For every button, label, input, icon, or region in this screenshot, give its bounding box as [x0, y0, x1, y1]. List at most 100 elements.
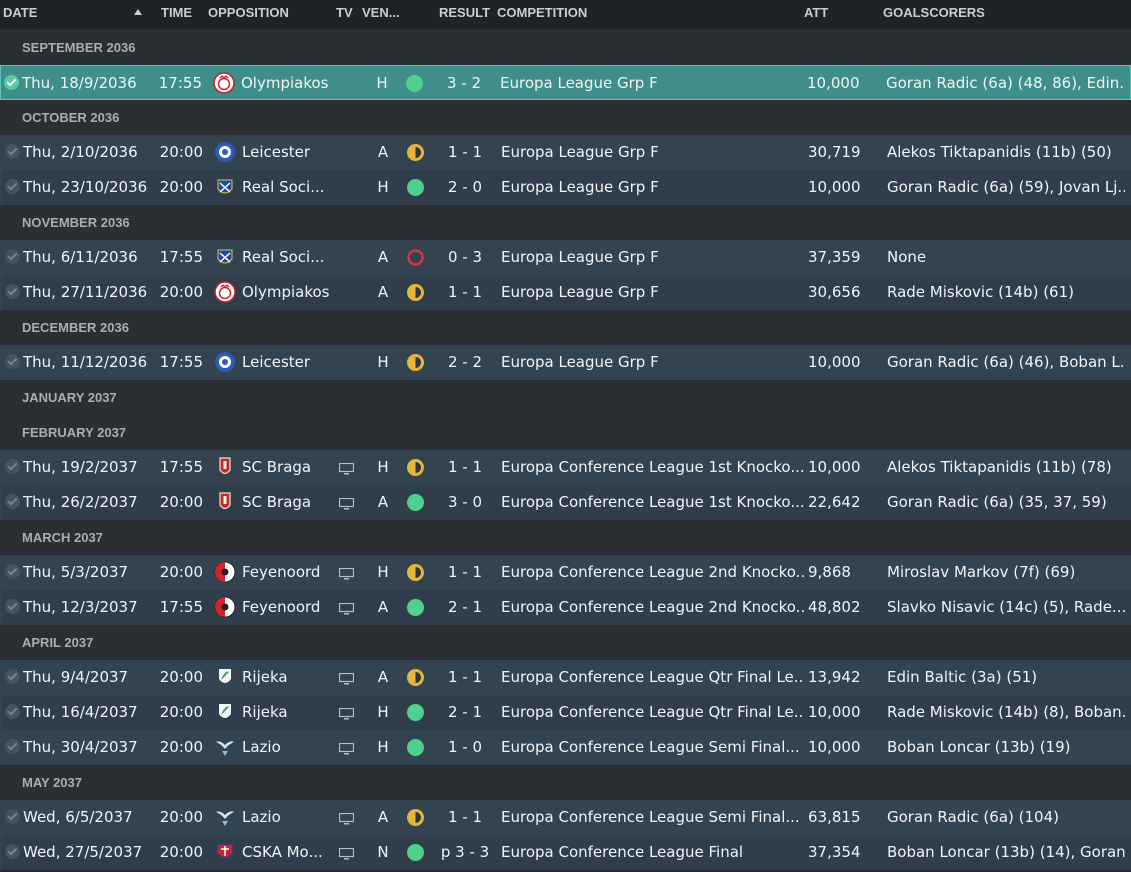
- sort-ascending-icon[interactable]: [134, 9, 142, 15]
- leicester-crest-icon: [215, 142, 235, 162]
- column-header-competition[interactable]: COMPETITION: [497, 5, 588, 20]
- goalscorers: Slavko Nisavic (14c) (5), Rade...: [887, 598, 1125, 616]
- check-icon[interactable]: [5, 739, 20, 754]
- competition-link[interactable]: Europa League Grp F: [501, 248, 659, 266]
- check-icon[interactable]: [5, 599, 20, 614]
- match-result: 0 - 3: [447, 248, 483, 266]
- match-date: Thu, 11/12/2036: [23, 353, 148, 371]
- check-icon[interactable]: [4, 75, 19, 90]
- match-row[interactable]: Thu, 23/10/2036 20:00 Real Soci... H 2 - 0 Eu…: [0, 170, 1131, 205]
- goalscorers: None: [887, 248, 927, 266]
- tv-icon: [338, 461, 355, 475]
- check-icon[interactable]: [5, 144, 20, 159]
- attendance: 10,000: [808, 738, 861, 756]
- draw-result-icon: [406, 283, 425, 302]
- opposition-link[interactable]: SC Braga: [242, 493, 312, 511]
- venue: N: [377, 843, 389, 861]
- match-row[interactable]: Wed, 6/5/2037 20:00 Lazio A 1 - 1 Europa Conf…: [0, 800, 1131, 835]
- attendance: 22,642: [808, 493, 861, 511]
- column-header-result[interactable]: RESULT: [439, 5, 491, 20]
- opposition-link[interactable]: Olympiakos: [242, 283, 330, 301]
- month-label: MARCH 2037: [22, 530, 103, 545]
- opposition-link[interactable]: Olympiakos: [241, 74, 329, 92]
- competition-link[interactable]: Europa League Grp F: [501, 178, 659, 196]
- goalscorers: Rade Miskovic (14b) (8), Boban...: [887, 703, 1125, 721]
- opposition-link[interactable]: Feyenoord: [242, 563, 321, 581]
- match-row[interactable]: Thu, 27/11/2036 20:00 Olympiakos A 1 - 1 Euro…: [0, 275, 1131, 310]
- column-header-time[interactable]: TIME: [161, 5, 193, 20]
- match-time: 20:00: [159, 283, 203, 301]
- match-time: 20:00: [159, 843, 203, 861]
- competition-link[interactable]: Europa League Grp F: [501, 353, 659, 371]
- cska-moscow-crest-icon: [216, 843, 234, 859]
- competition-link[interactable]: Europa Conference League Semi Final...: [501, 738, 800, 756]
- venue: A: [377, 668, 389, 686]
- competition-link[interactable]: Europa Conference League Semi Final...: [501, 808, 800, 826]
- check-icon[interactable]: [5, 249, 20, 264]
- goalscorers: Rade Miskovic (14b) (61): [887, 283, 1074, 301]
- competition-link[interactable]: Europa League Grp F: [501, 283, 659, 301]
- venue: A: [377, 493, 389, 511]
- match-row[interactable]: Thu, 16/4/2037 20:00 Rijeka H 2 - 1 Europa Co…: [0, 695, 1131, 730]
- opposition-link[interactable]: Leicester: [242, 143, 311, 161]
- column-header-date[interactable]: DATE: [3, 5, 38, 20]
- match-time: 17:55: [159, 598, 203, 616]
- check-icon[interactable]: [5, 809, 20, 824]
- competition-link[interactable]: Europa Conference League 1st Knocko...: [501, 458, 805, 476]
- check-icon[interactable]: [5, 459, 20, 474]
- column-header-opposition[interactable]: OPPOSITION: [208, 5, 289, 20]
- opposition-link[interactable]: Feyenoord: [242, 598, 321, 616]
- match-row[interactable]: Thu, 6/11/2036 17:55 Real Soci... A 0 - 3 Eur…: [0, 240, 1131, 275]
- check-icon[interactable]: [5, 704, 20, 719]
- check-icon[interactable]: [5, 179, 20, 194]
- column-header-venue[interactable]: VEN...: [362, 5, 400, 20]
- competition-link[interactable]: Europa Conference League 2nd Knocko...: [501, 563, 805, 581]
- venue: H: [377, 563, 389, 581]
- check-icon[interactable]: [5, 669, 20, 684]
- win-result-icon: [406, 598, 425, 617]
- tv-icon: [338, 741, 355, 755]
- feyenoord-crest-icon: [214, 561, 236, 583]
- match-row[interactable]: Thu, 18/9/2036 17:55 Olympiakos H 3 - 2 Europ…: [0, 65, 1131, 100]
- opposition-link[interactable]: Rijeka: [242, 668, 288, 686]
- competition-link[interactable]: Europa Conference League 1st Knocko...: [501, 493, 805, 511]
- check-icon[interactable]: [5, 284, 20, 299]
- opposition-link[interactable]: Real Soci...: [242, 248, 325, 266]
- check-icon[interactable]: [5, 354, 20, 369]
- opposition-link[interactable]: SC Braga: [242, 458, 312, 476]
- competition-link[interactable]: Europa Conference League Final: [501, 843, 744, 861]
- column-header-goalscorers[interactable]: GOALSCORERS: [883, 5, 985, 20]
- match-time: 20:00: [159, 178, 203, 196]
- match-row[interactable]: Thu, 11/12/2036 17:55 Leicester H 2 - 2 Europ…: [0, 345, 1131, 380]
- match-row[interactable]: Thu, 12/3/2037 17:55 Feyenoord A 2 - 1 Europa…: [0, 590, 1131, 625]
- opposition-link[interactable]: Lazio: [242, 808, 281, 826]
- column-header-tv[interactable]: TV: [336, 5, 353, 20]
- column-header-attendance[interactable]: ATT: [804, 5, 829, 20]
- month-group-header: OCTOBER 2036: [0, 100, 1131, 135]
- check-icon[interactable]: [5, 844, 20, 859]
- match-row[interactable]: Thu, 19/2/2037 17:55 SC Braga H 1 - 1 Europa …: [0, 450, 1131, 485]
- competition-link[interactable]: Europa Conference League 2nd Knocko...: [501, 598, 805, 616]
- match-row[interactable]: Thu, 5/3/2037 20:00 Feyenoord H 1 - 1 Europa …: [0, 555, 1131, 590]
- opposition-link[interactable]: CSKA Mo...: [242, 843, 323, 861]
- opposition-link[interactable]: Rijeka: [242, 703, 288, 721]
- win-result-icon: [406, 843, 425, 862]
- match-result: 2 - 2: [447, 353, 483, 371]
- match-row[interactable]: Thu, 30/4/2037 20:00 Lazio H 1 - 0 Europa Con…: [0, 730, 1131, 765]
- match-date: Thu, 26/2/2037: [23, 493, 138, 511]
- competition-link[interactable]: Europa Conference League Qtr Final Le...: [501, 668, 805, 686]
- match-row[interactable]: Thu, 2/10/2036 20:00 Leicester A 1 - 1 Europa…: [0, 135, 1131, 170]
- competition-link[interactable]: Europa Conference League Qtr Final Le...: [501, 703, 805, 721]
- check-icon[interactable]: [5, 564, 20, 579]
- opposition-link[interactable]: Lazio: [242, 738, 281, 756]
- competition-link[interactable]: Europa League Grp F: [500, 74, 658, 92]
- competition-link[interactable]: Europa League Grp F: [501, 143, 659, 161]
- check-icon[interactable]: [5, 494, 20, 509]
- attendance: 10,000: [808, 458, 861, 476]
- match-row[interactable]: Thu, 26/2/2037 20:00 SC Braga A 3 - 0 Europa …: [0, 485, 1131, 520]
- match-result: 3 - 2: [446, 74, 482, 92]
- match-row[interactable]: Thu, 9/4/2037 20:00 Rijeka A 1 - 1 Europa Con…: [0, 660, 1131, 695]
- opposition-link[interactable]: Leicester: [242, 353, 311, 371]
- opposition-link[interactable]: Real Soci...: [242, 178, 325, 196]
